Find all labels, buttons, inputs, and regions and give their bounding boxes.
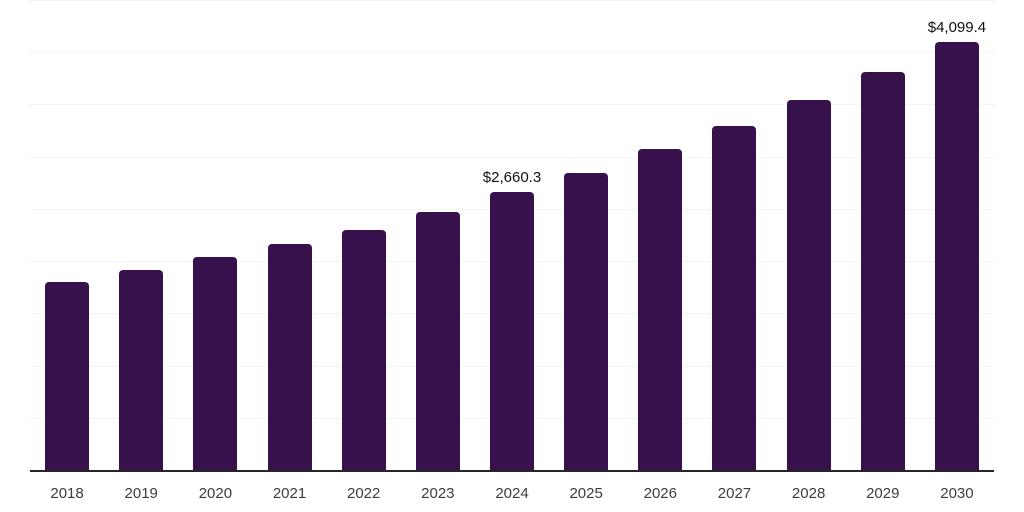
gridline — [30, 104, 994, 106]
data-label-2024: $2,660.3 — [482, 169, 542, 187]
x-tick-label-2029: 2029 — [866, 485, 900, 502]
x-axis: 2018 2019 2020 2021 2022 2023 2024 2025 2026 2027… — [30, 472, 994, 512]
gridline — [30, 156, 994, 158]
bar-2024[interactable] — [490, 192, 534, 470]
bar-2030[interactable] — [934, 41, 979, 470]
x-tick-label-2018: 2018 — [50, 485, 84, 502]
x-tick-label-2026: 2026 — [643, 485, 677, 502]
x-tick-label-2021: 2021 — [272, 485, 307, 502]
gridline — [30, 52, 994, 54]
bar-2022[interactable] — [341, 229, 386, 470]
bar-2027[interactable] — [712, 125, 757, 470]
x-tick-label-2025: 2025 — [569, 485, 603, 502]
x-tick-label-2019: 2019 — [124, 485, 158, 502]
bar-2029[interactable] — [860, 72, 905, 470]
x-tick-label-2028: 2028 — [791, 485, 826, 502]
bar-2021[interactable] — [267, 243, 312, 470]
x-tick-label-2024: 2024 — [495, 485, 529, 502]
x-tick-label-2023: 2023 — [421, 485, 455, 502]
bar-2020[interactable] — [193, 256, 238, 470]
plot-area: $2,660.3 $4,099.4 — [30, 0, 994, 472]
data-label-2030: $4,099.4 — [927, 18, 987, 36]
x-tick-label-2020: 2020 — [198, 485, 233, 502]
bar-2019[interactable] — [119, 270, 164, 470]
x-tick-label-2030: 2030 — [940, 485, 974, 502]
bar-2028[interactable] — [786, 99, 831, 470]
bar-2026[interactable] — [638, 148, 683, 470]
bar-2025[interactable] — [564, 172, 609, 470]
bar-2018[interactable] — [45, 282, 90, 470]
bar-2023[interactable] — [415, 212, 460, 470]
x-tick-label-2027: 2027 — [717, 485, 752, 502]
x-tick-label-2022: 2022 — [347, 485, 381, 502]
gridline — [30, 0, 994, 1]
